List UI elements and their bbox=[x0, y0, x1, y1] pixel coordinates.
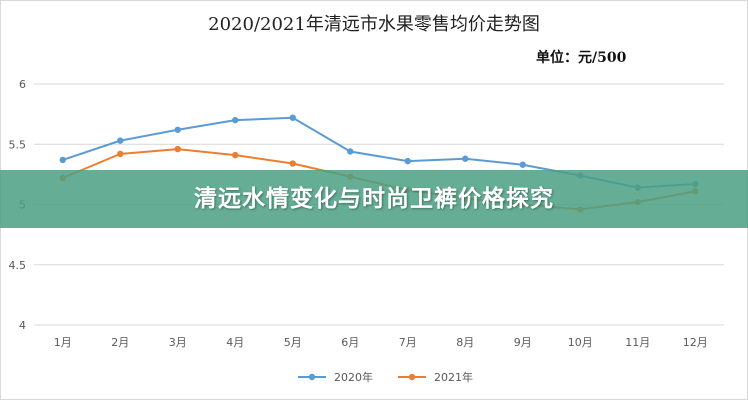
x-tick-label: 12月 bbox=[683, 336, 708, 349]
legend-marker bbox=[408, 373, 416, 381]
data-point-1 bbox=[59, 156, 66, 164]
x-tick-label: 10月 bbox=[568, 336, 593, 349]
y-tick-label: 6 bbox=[19, 78, 26, 91]
data-point-1 bbox=[462, 155, 469, 162]
y-tick-label: 4.5 bbox=[9, 259, 27, 272]
data-point-2 bbox=[117, 150, 124, 158]
overlay-banner bbox=[0, 170, 748, 228]
overlay-banner-text: 清远水情变化与时尚卫裤价格探究 bbox=[194, 186, 554, 212]
legend-label: 2020年 bbox=[334, 370, 373, 384]
data-point-1 bbox=[289, 114, 296, 121]
data-point-2 bbox=[174, 145, 181, 153]
x-tick-label: 2月 bbox=[111, 336, 129, 349]
x-tick-label: 7月 bbox=[399, 336, 417, 349]
x-tick-label: 11月 bbox=[625, 336, 650, 349]
x-tick-label: 9月 bbox=[514, 336, 532, 349]
data-point-1 bbox=[174, 126, 181, 133]
legend-label: 2021年 bbox=[434, 370, 473, 384]
y-tick-label: 4 bbox=[19, 319, 26, 332]
data-point-2 bbox=[289, 160, 296, 167]
data-point-1 bbox=[347, 148, 354, 155]
data-point-1 bbox=[232, 116, 239, 124]
data-point-1 bbox=[117, 137, 124, 144]
x-tick-label: 3月 bbox=[169, 336, 187, 349]
chart-title: 2020/2021年清远市水果零售均价走势图 bbox=[208, 14, 540, 35]
data-point-1 bbox=[404, 157, 411, 165]
x-tick-label: 4月 bbox=[226, 336, 244, 349]
data-point-1 bbox=[519, 161, 526, 168]
y-tick-label: 5.5 bbox=[9, 138, 27, 151]
x-tick-label: 1月 bbox=[54, 336, 72, 349]
x-tick-label: 8月 bbox=[456, 336, 474, 349]
x-tick-label: 6月 bbox=[341, 336, 359, 349]
x-tick-label: 5月 bbox=[284, 336, 302, 349]
data-point-2 bbox=[232, 151, 239, 159]
legend-marker bbox=[308, 373, 316, 381]
unit-label: 单位：元/500 bbox=[536, 50, 627, 66]
